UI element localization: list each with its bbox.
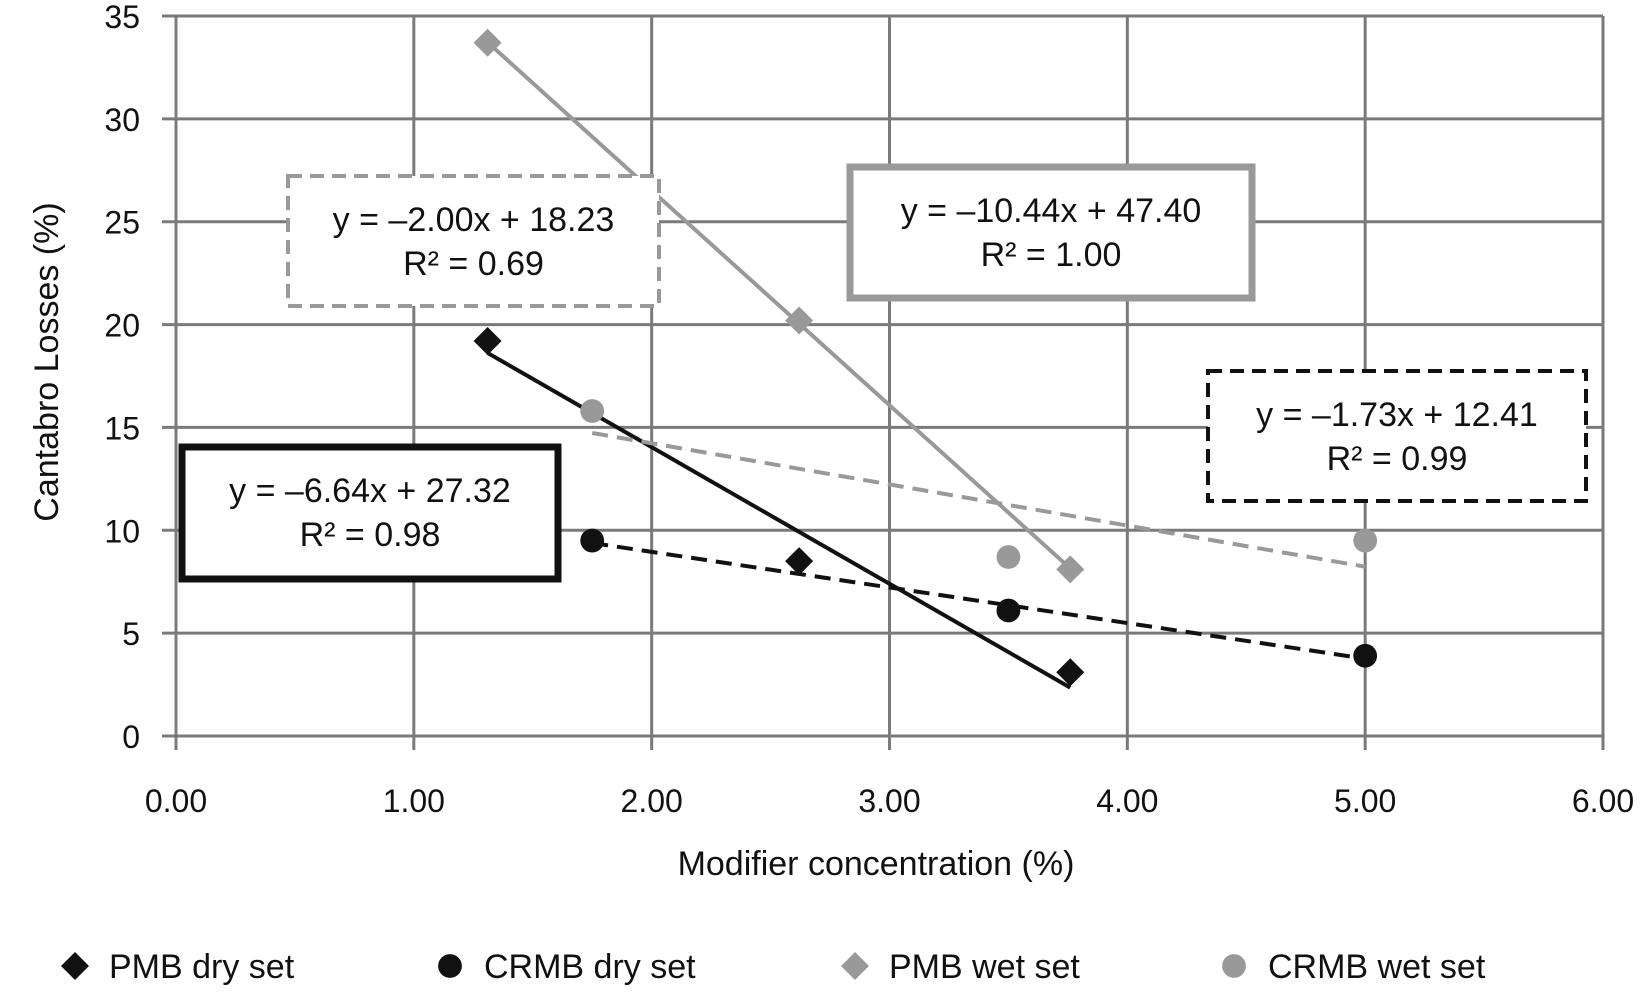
axis-tick-labels: 0 5 10 15 20 25 30 35 0.00 1.00 2.00 3.00 4.00 5.00 6.… (104, 0, 1634, 819)
x-tick-label: 3.00 (858, 783, 920, 819)
trendline-r-squared: R² = 1.00 (981, 236, 1122, 274)
data-point (1056, 555, 1085, 584)
data-point (1056, 658, 1085, 687)
legend-label: CRMB dry set (484, 948, 696, 986)
data-point (996, 598, 1021, 623)
data-point (996, 545, 1021, 569)
equation-box-frame (1206, 369, 1588, 503)
y-tick-label: 25 (104, 205, 140, 241)
trendline-r-squared: R² = 0.99 (1327, 440, 1468, 478)
legend-label: PMB dry set (109, 948, 295, 986)
y-tick-label: 35 (104, 0, 140, 35)
x-tick-label: 1.00 (383, 783, 445, 819)
data-point (580, 528, 605, 553)
data-point (1353, 528, 1378, 553)
y-tick-label: 15 (104, 410, 140, 446)
legend-label: CRMB wet set (1268, 948, 1486, 986)
equation-box-3: y = –2.00x + 18.23 R² = 0.69 (286, 174, 661, 308)
trendline-equation: y = –2.00x + 18.23 (333, 201, 615, 239)
data-point (1353, 643, 1378, 668)
equation-box-frame (846, 163, 1256, 302)
data-point (580, 399, 605, 423)
equation-boxes: y = –6.64x + 27.32 R² = 0.98 y = –1.73x + … (178, 163, 1588, 583)
x-axis-title: Modifier concentration (%) (678, 845, 1075, 883)
trendline-2 (486, 40, 1072, 570)
legend: PMB dry set CRMB dry set PMB wet set CRMB w… (61, 948, 1486, 986)
trendline-r-squared: R² = 0.69 (403, 245, 544, 283)
trendline-1 (591, 541, 1366, 661)
trendline-equation: y = –10.44x + 47.40 (901, 192, 1202, 230)
legend-marker (841, 952, 869, 980)
trendline-equation: y = –1.73x + 12.41 (1256, 396, 1538, 434)
legend-marker (1222, 954, 1246, 978)
trendline-3 (591, 431, 1366, 569)
legend-item-1: CRMB dry set (438, 948, 696, 986)
trendline-equation: y = –6.64x + 27.32 (229, 472, 511, 510)
trendline-r-squared: R² = 0.98 (300, 516, 441, 554)
legend-marker (61, 952, 89, 980)
legend-item-3: CRMB wet set (1222, 948, 1486, 986)
data-point (785, 547, 814, 576)
equation-box-0: y = –6.64x + 27.32 R² = 0.98 (178, 443, 562, 583)
data-point (473, 327, 502, 356)
x-tick-label: 2.00 (621, 783, 683, 819)
legend-item-2: PMB wet set (841, 948, 1080, 986)
legend-label: PMB wet set (889, 948, 1080, 986)
equation-box-frame (178, 443, 562, 583)
x-tick-label: 0.00 (145, 783, 207, 819)
trendline-0 (486, 351, 1072, 690)
x-tick-label: 4.00 (1096, 783, 1158, 819)
trendlines (486, 40, 1366, 690)
y-tick-label: 5 (122, 616, 140, 652)
equation-box-frame (286, 174, 661, 308)
data-point (473, 28, 502, 57)
y-tick-label: 0 (122, 719, 140, 755)
equation-box-2: y = –10.44x + 47.40 R² = 1.00 (846, 163, 1256, 302)
y-tick-label: 10 (104, 513, 140, 549)
data-point (785, 306, 814, 335)
data-markers (473, 28, 1378, 687)
y-tick-label: 30 (104, 102, 140, 138)
equation-box-1: y = –1.73x + 12.41 R² = 0.99 (1206, 369, 1588, 503)
y-axis-title: Cantabro Losses (%) (28, 202, 66, 521)
legend-item-0: PMB dry set (61, 948, 295, 986)
x-tick-label: 6.00 (1572, 783, 1634, 819)
y-tick-label: 20 (104, 308, 140, 344)
x-tick-label: 5.00 (1334, 783, 1396, 819)
legend-marker (438, 954, 462, 978)
